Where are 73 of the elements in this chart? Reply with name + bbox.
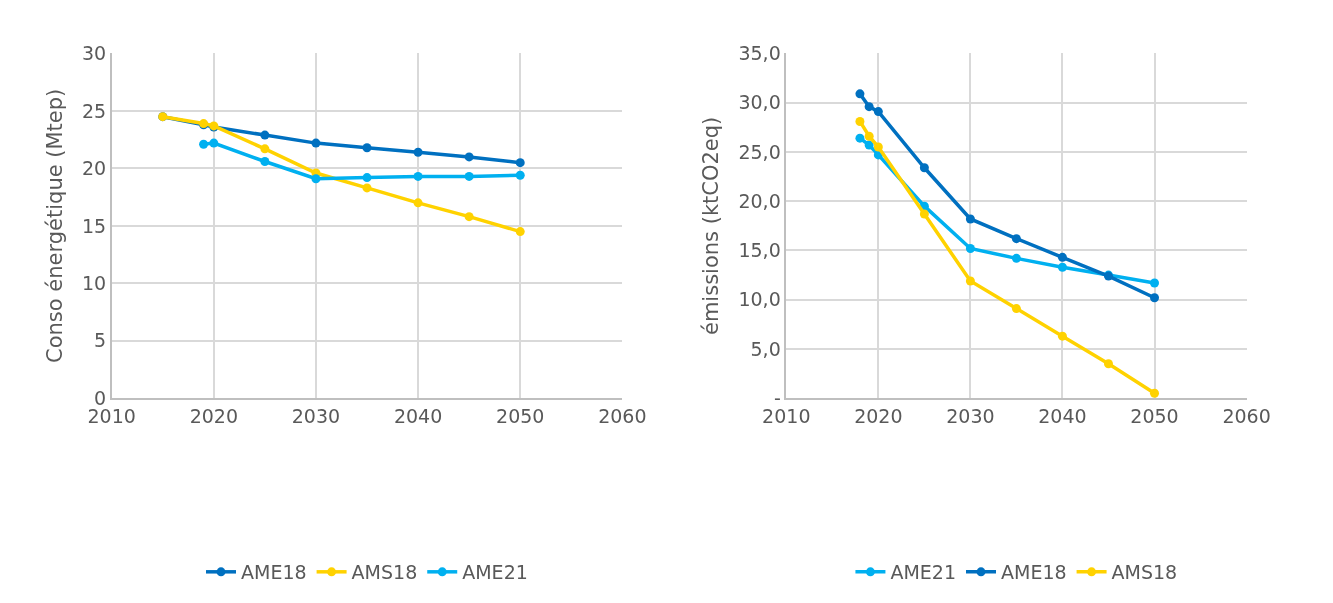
x-tick-label: 2050 <box>1130 404 1179 427</box>
legend-label: AME21 <box>462 561 528 584</box>
y-tick-label: 30,0 <box>738 91 781 114</box>
point <box>515 158 525 168</box>
legend-label: AME18 <box>241 561 307 584</box>
point <box>515 227 525 237</box>
point <box>464 212 474 222</box>
y-axis-title: émissions (ktCO2eq) <box>699 116 724 335</box>
point <box>1150 293 1159 303</box>
point <box>464 152 474 162</box>
point <box>919 163 929 173</box>
legend-label: AMS18 <box>1111 561 1178 584</box>
point <box>873 107 883 117</box>
point <box>1150 388 1159 398</box>
point <box>1057 331 1067 341</box>
point <box>1011 253 1021 263</box>
y-tick-label: 35,0 <box>738 42 781 65</box>
x-tick-label: 2060 <box>1222 404 1271 427</box>
point <box>855 133 865 143</box>
point <box>1057 262 1067 272</box>
y-tick-label: 10,0 <box>738 288 781 311</box>
point <box>1011 234 1021 244</box>
y-tick-label: 5,0 <box>750 337 781 360</box>
legend-label: AMS18 <box>351 561 418 584</box>
x-tick-label: 2050 <box>496 404 545 427</box>
point <box>965 243 975 253</box>
point <box>209 138 219 148</box>
legend-label: AME18 <box>1001 561 1067 584</box>
y-axis-title: Conso énergétique (Mtep) <box>42 88 67 363</box>
y-tick-label: 5 <box>94 329 107 352</box>
legend-label: AME21 <box>890 561 957 584</box>
point <box>965 214 975 224</box>
point <box>311 138 321 148</box>
point <box>1150 278 1159 288</box>
point <box>413 147 423 157</box>
point <box>464 171 474 181</box>
y-tick-label: 15 <box>81 214 107 237</box>
point <box>965 276 975 286</box>
x-tick-label: 2020 <box>854 404 903 427</box>
point <box>873 142 883 152</box>
point <box>515 170 525 180</box>
y-tick-label: 15,0 <box>738 239 781 262</box>
point <box>362 143 372 153</box>
x-tick-label: 2060 <box>598 404 647 427</box>
y-tick-label: 25,0 <box>738 140 781 163</box>
point <box>260 157 270 166</box>
point <box>919 209 929 219</box>
point <box>260 144 270 154</box>
point <box>362 173 372 183</box>
y-tick-label: 25 <box>81 99 107 122</box>
point <box>413 171 423 181</box>
x-tick-label: 2030 <box>291 404 341 427</box>
point <box>260 130 270 140</box>
y-tick-label: 20 <box>81 157 107 180</box>
x-tick-label: 2030 <box>946 404 995 427</box>
point <box>864 140 874 150</box>
x-tick-label: 2040 <box>1038 404 1087 427</box>
point <box>199 139 209 149</box>
y-tick-label: 20,0 <box>738 189 781 212</box>
x-tick-label: 2020 <box>189 404 238 427</box>
point <box>1011 304 1021 314</box>
point <box>864 102 874 112</box>
point <box>1057 252 1067 262</box>
x-tick-label: 2040 <box>393 404 443 427</box>
point <box>362 183 372 193</box>
point <box>1103 359 1113 369</box>
point <box>864 131 874 141</box>
point <box>855 89 865 99</box>
y-tick-label: 30 <box>81 42 107 65</box>
point <box>311 174 321 184</box>
y-tick-label: 10 <box>81 271 107 294</box>
point <box>855 116 865 126</box>
point <box>413 198 423 208</box>
